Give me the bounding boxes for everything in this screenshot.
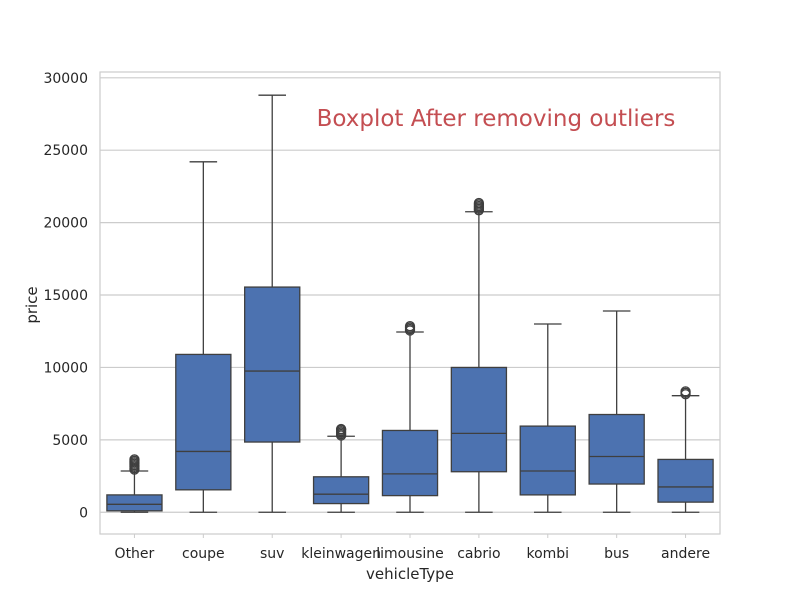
box-cabrio bbox=[450, 197, 508, 513]
box-suv bbox=[244, 94, 301, 513]
x-tick-label: bus bbox=[604, 546, 629, 562]
box-iqr bbox=[450, 366, 508, 473]
box-coupe bbox=[175, 161, 232, 513]
box-limousine bbox=[381, 321, 439, 513]
box-andere bbox=[657, 386, 714, 513]
y-tick-label: 10000 bbox=[43, 360, 88, 376]
box-iqr bbox=[244, 286, 301, 443]
box-Other bbox=[106, 454, 163, 513]
x-axis-label: vehicleType bbox=[366, 565, 454, 583]
y-tick-label: 0 bbox=[79, 505, 88, 521]
y-axis-label: price bbox=[23, 286, 41, 323]
chart-title: Boxplot After removing outliers bbox=[317, 106, 676, 132]
box-iqr bbox=[657, 458, 714, 503]
box-iqr bbox=[381, 429, 439, 497]
box-kombi bbox=[519, 323, 576, 513]
outlier-point bbox=[473, 197, 485, 209]
outlier-point bbox=[335, 423, 347, 435]
boxes bbox=[106, 94, 714, 513]
outlier-point bbox=[404, 321, 416, 332]
x-tick-label: cabrio bbox=[457, 546, 500, 562]
x-tick-label: kombi bbox=[526, 546, 569, 562]
box-iqr bbox=[588, 413, 645, 485]
box-iqr bbox=[175, 353, 232, 491]
x-tick-label: limousine bbox=[376, 546, 444, 562]
y-tick-label: 20000 bbox=[43, 216, 88, 232]
y-tick-label: 15000 bbox=[43, 288, 88, 304]
x-tick-label: andere bbox=[661, 546, 710, 562]
y-axis: 0 5000 10000 15000 20000 25000 30000 bbox=[43, 71, 88, 521]
y-tick-label: 30000 bbox=[43, 71, 88, 87]
box-bus bbox=[588, 310, 645, 513]
outlier-point bbox=[680, 386, 691, 397]
box-iqr bbox=[312, 476, 370, 505]
box-iqr bbox=[106, 494, 163, 512]
x-tick-label: coupe bbox=[182, 546, 225, 562]
y-tick-label: 25000 bbox=[43, 143, 88, 159]
x-tick-label: Other bbox=[115, 546, 155, 562]
box-iqr bbox=[519, 425, 576, 496]
x-tick-label: suv bbox=[260, 546, 284, 562]
y-tick-label: 5000 bbox=[52, 433, 88, 449]
outlier-point bbox=[129, 454, 140, 465]
box-kleinwagen bbox=[312, 423, 370, 513]
x-tick-label: kleinwagen bbox=[301, 546, 381, 562]
